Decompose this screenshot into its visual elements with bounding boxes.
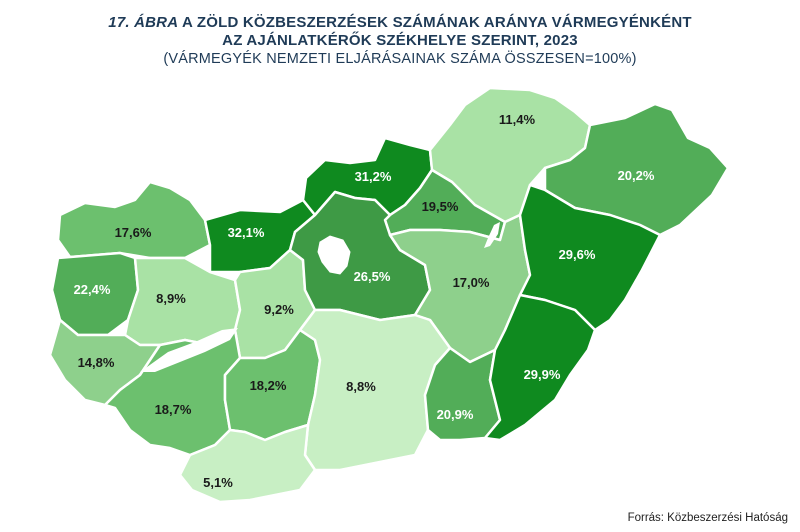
source-note: Forrás: Közbeszerzési Hatóság (627, 512, 788, 524)
county-baranya (178, 423, 317, 504)
county-gyor (56, 180, 212, 260)
label-jasz: 17,0% (453, 275, 490, 290)
title-line-1: 17. ÁBRA A ZÖLD KÖZBESZERZÉSEK SZÁMÁNAK … (0, 14, 800, 32)
label-hajdu: 29,6% (559, 247, 596, 262)
label-gyor: 17,6% (115, 225, 152, 240)
figure-number: 17. ÁBRA (108, 14, 179, 31)
budapest-area (317, 235, 351, 275)
county-hajdu (518, 183, 662, 332)
label-baranya: 5,1% (203, 475, 233, 490)
label-fejer: 9,2% (264, 302, 294, 317)
county-szabolcs (543, 102, 730, 237)
label-zala: 14,8% (78, 355, 115, 370)
label-nograd: 31,2% (355, 169, 392, 184)
lake-balaton (140, 328, 238, 372)
label-somogy: 18,7% (155, 402, 192, 417)
label-veszprem: 8,9% (156, 291, 186, 306)
title-line-2: AZ AJÁNLATKÉRŐK SZÉKHELYE SZERINT, 2023 (222, 32, 578, 49)
label-bacs: 8,8% (346, 379, 376, 394)
county-csongrad (423, 346, 502, 442)
county-bacs (298, 308, 452, 472)
county-bekes (483, 293, 597, 442)
chart-subtitle: (VÁRMEGYÉK NEMZETI ELJÁRÁSAINAK SZÁMA ÖS… (163, 51, 637, 67)
label-komarom: 32,1% (228, 225, 265, 240)
label-szabolcs: 20,2% (618, 168, 655, 183)
title-line-1-text: A ZÖLD KÖZBESZERZÉSEK SZÁMÁNAK ARÁNYA VÁ… (178, 14, 692, 31)
label-csongrad: 20,9% (437, 407, 474, 422)
tisza-lake (484, 222, 500, 248)
chart-title: 17. ÁBRA A ZÖLD KÖZBESZERZÉSEK SZÁMÁNAK … (0, 14, 800, 50)
label-bekes: 29,9% (524, 367, 561, 382)
label-pest: 26,5% (354, 269, 391, 284)
label-borsod: 11,4% (499, 112, 536, 127)
label-tolna: 18,2% (250, 378, 287, 393)
label-vas: 22,4% (74, 282, 111, 297)
label-heves: 19,5% (422, 199, 459, 214)
